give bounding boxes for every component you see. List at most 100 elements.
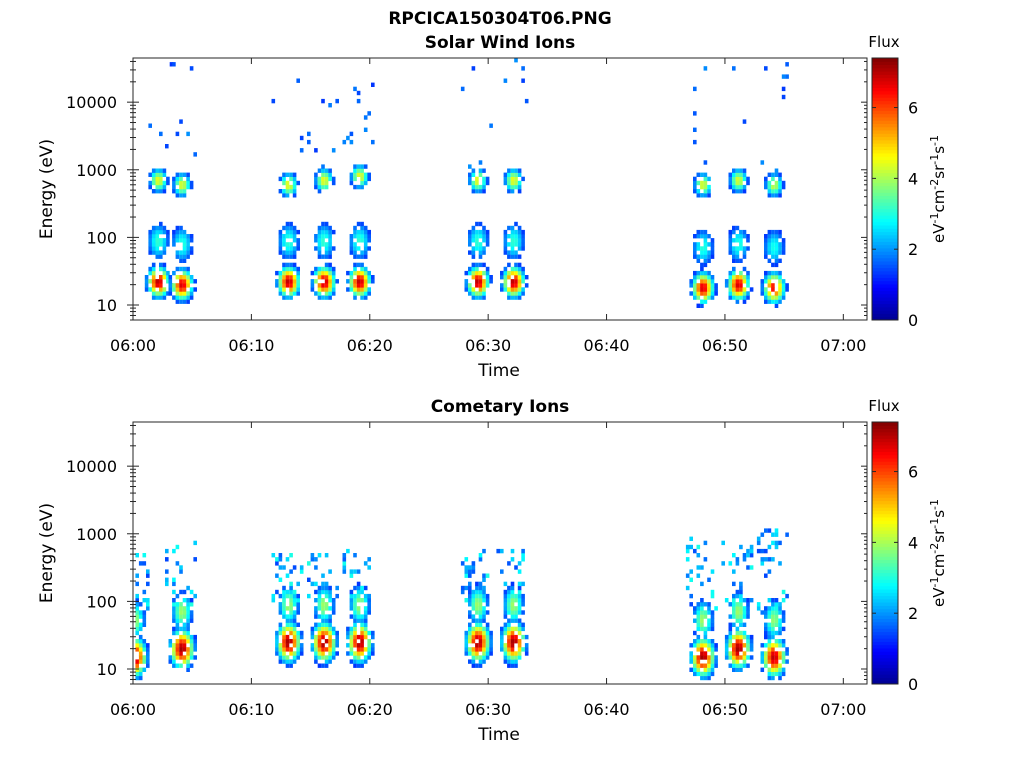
pixel	[746, 238, 750, 243]
pixel	[728, 630, 733, 636]
pixel	[182, 184, 187, 190]
pixel	[324, 225, 329, 231]
pixel	[514, 172, 518, 177]
pixel	[285, 246, 290, 251]
pixel	[778, 250, 782, 255]
colorbar-step	[872, 438, 898, 443]
pixel	[285, 606, 290, 611]
pixel	[285, 279, 290, 284]
pixel	[151, 287, 156, 292]
colorbar-step	[872, 611, 898, 616]
pixel	[693, 655, 697, 660]
pixel	[785, 593, 789, 599]
pixel	[175, 238, 180, 243]
pixel	[307, 577, 311, 582]
pixel	[482, 573, 486, 578]
pixel	[732, 254, 736, 259]
pixel	[746, 270, 750, 276]
colorbar-step	[872, 484, 898, 488]
pixel	[186, 180, 190, 186]
colorbar-step	[872, 670, 898, 675]
pixel	[710, 283, 715, 288]
pixel	[742, 234, 747, 239]
pixel	[331, 287, 336, 292]
pixel	[471, 569, 476, 574]
pixel	[471, 606, 476, 611]
pixel	[778, 270, 782, 276]
pixel	[503, 643, 508, 648]
pixel	[471, 180, 476, 186]
pixel	[142, 643, 147, 648]
pixel	[289, 246, 293, 251]
pixel	[735, 630, 740, 636]
pixel	[482, 176, 486, 182]
pixel	[324, 234, 329, 239]
plot-frame	[132, 57, 868, 321]
pixel	[739, 630, 743, 636]
pixel	[182, 606, 187, 611]
pixel	[710, 593, 715, 599]
pixel	[168, 291, 173, 296]
pixel	[764, 655, 768, 660]
pixel	[296, 602, 300, 607]
pixel	[468, 238, 472, 243]
pixel	[175, 639, 180, 644]
pixel	[172, 626, 176, 632]
pixel	[475, 634, 479, 640]
pixel	[778, 606, 782, 611]
pixel	[168, 283, 173, 288]
pixel	[767, 667, 772, 672]
pixel	[175, 295, 180, 300]
pixel	[314, 622, 318, 627]
pixel	[292, 283, 297, 288]
pixel	[356, 168, 361, 173]
pixel	[764, 548, 768, 554]
pixel	[771, 606, 775, 611]
colorbar-step	[872, 215, 898, 219]
pixel	[774, 544, 779, 550]
colorbar-step	[872, 425, 898, 430]
pixel	[714, 643, 718, 648]
pixel	[464, 565, 469, 570]
pixel	[328, 589, 332, 595]
pixel	[471, 225, 476, 231]
pixel	[464, 647, 469, 652]
pixel	[732, 667, 736, 672]
pixel	[292, 659, 297, 664]
pixel	[739, 663, 743, 668]
pixel	[464, 279, 469, 284]
colorbar-step	[872, 172, 898, 177]
pixel	[485, 622, 490, 627]
pixel	[732, 614, 736, 619]
pixel	[151, 250, 156, 255]
pixel	[685, 585, 690, 591]
pixel	[324, 176, 329, 182]
pixel	[189, 598, 194, 603]
pixel	[172, 283, 176, 288]
pixel	[314, 184, 318, 190]
pixel	[764, 622, 768, 627]
pixel	[471, 234, 476, 239]
pixel	[696, 172, 701, 177]
pixel	[282, 565, 286, 570]
pixel	[478, 663, 483, 668]
pixel	[292, 193, 297, 198]
pixel	[172, 655, 176, 660]
pixel	[328, 283, 332, 288]
pixel	[503, 626, 508, 632]
pixel	[693, 548, 697, 554]
pixel	[331, 279, 336, 284]
pixel	[471, 659, 476, 664]
pixel	[182, 655, 187, 660]
pixel	[700, 606, 704, 611]
colorbar-tick-label: 4	[908, 169, 918, 188]
pixel	[371, 82, 375, 87]
pixel	[478, 234, 483, 239]
pixel	[148, 270, 152, 276]
pixel	[735, 651, 740, 656]
pixel	[774, 193, 779, 198]
pixel	[464, 569, 469, 574]
pixel	[278, 279, 283, 284]
colorbar-step	[872, 490, 898, 495]
pixel	[314, 626, 318, 632]
